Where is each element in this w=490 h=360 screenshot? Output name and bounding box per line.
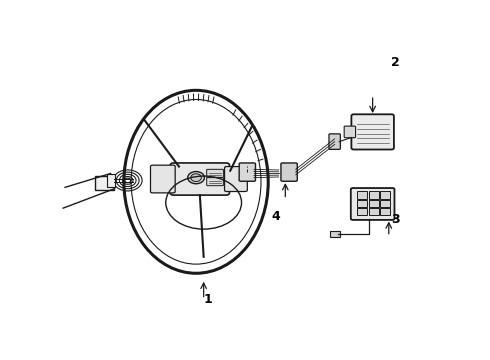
Circle shape [191, 174, 201, 181]
Bar [357, 208, 368, 215]
Text: 1: 1 [203, 293, 212, 306]
FancyBboxPatch shape [224, 167, 247, 192]
FancyBboxPatch shape [239, 163, 255, 181]
Text: 3: 3 [391, 213, 400, 226]
Bar [380, 192, 390, 199]
FancyBboxPatch shape [207, 177, 223, 186]
FancyBboxPatch shape [351, 188, 394, 220]
FancyBboxPatch shape [344, 126, 356, 138]
FancyBboxPatch shape [351, 114, 394, 149]
Bar [368, 199, 379, 207]
Text: 4: 4 [271, 210, 280, 223]
Bar [330, 231, 340, 237]
Bar [107, 174, 115, 186]
Bar [96, 176, 114, 190]
Bar [380, 199, 390, 207]
Bar [357, 192, 368, 199]
FancyBboxPatch shape [281, 163, 297, 181]
Bar [368, 208, 379, 215]
FancyBboxPatch shape [170, 163, 229, 195]
FancyBboxPatch shape [329, 134, 341, 149]
FancyBboxPatch shape [207, 169, 223, 177]
Bar [368, 192, 379, 199]
FancyBboxPatch shape [150, 165, 175, 193]
Text: 2: 2 [391, 56, 400, 69]
Circle shape [188, 172, 204, 184]
Bar [357, 199, 368, 207]
Bar [380, 208, 390, 215]
